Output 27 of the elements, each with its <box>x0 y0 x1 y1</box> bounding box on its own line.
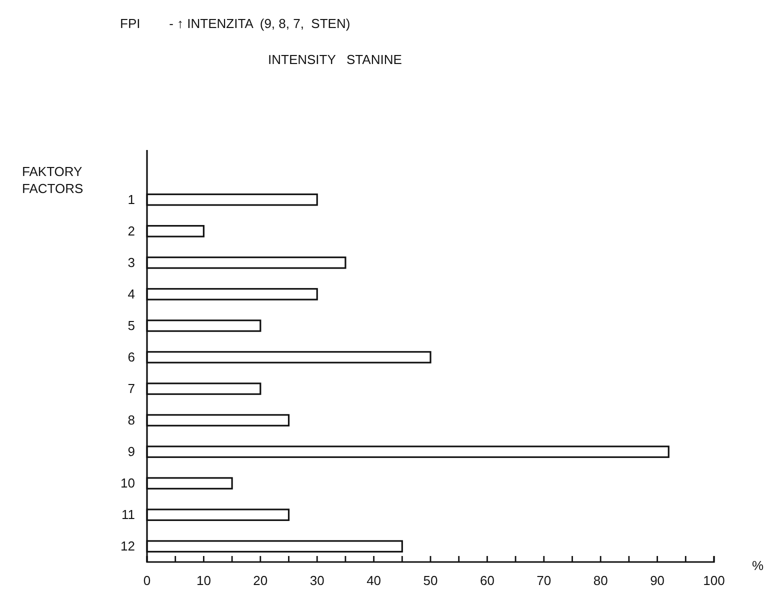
x-tick-label: 20 <box>253 573 268 588</box>
x-tick-label: 40 <box>366 573 382 588</box>
y-tick-label: 6 <box>128 349 135 364</box>
y-axis-title: FAKTORY FACTORS <box>22 164 84 196</box>
y-tick-label: 10 <box>120 475 135 490</box>
y-tick-label: 1 <box>128 192 135 207</box>
y-tick-label: 12 <box>120 538 135 554</box>
y-tick-label: 4 <box>128 286 135 302</box>
y-tick-label: 11 <box>122 506 135 522</box>
x-tick-label: 80 <box>593 573 608 588</box>
x-tick-label: 60 <box>480 573 494 588</box>
y-tick-label: 8 <box>128 412 135 428</box>
y-tick-label: 5 <box>128 318 135 333</box>
x-tick-label: 70 <box>536 573 552 588</box>
y-tick-label: 2 <box>128 223 135 238</box>
x-tick-label: 30 <box>310 573 324 588</box>
chart-subtitle: INTENSITY STANINE <box>268 52 402 67</box>
y-tick-label: 3 <box>128 254 135 270</box>
x-tick-label: 90 <box>650 573 665 588</box>
y-tick-label: 7 <box>128 380 135 396</box>
x-tick-label: 0 <box>143 573 151 588</box>
x-axis-title: % <box>752 558 764 573</box>
x-tick-label: 50 <box>423 573 438 588</box>
y-tick-label: 9 <box>128 444 135 459</box>
x-tick-label: 10 <box>196 573 211 588</box>
chart-title: FPI - ↑ INTENZITA (9, 8, 7, STEN) <box>120 16 350 31</box>
x-tick-label: 100 <box>703 573 725 588</box>
